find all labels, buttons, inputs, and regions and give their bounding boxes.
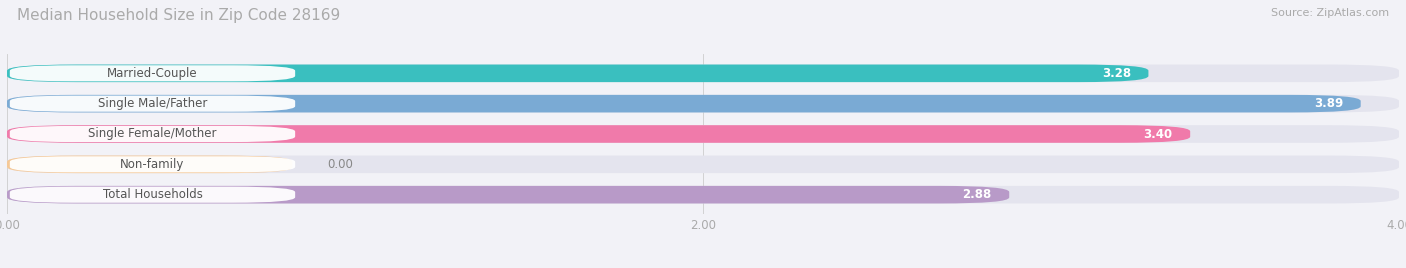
FancyBboxPatch shape [7,125,1191,143]
FancyBboxPatch shape [7,155,292,173]
FancyBboxPatch shape [10,187,295,203]
Text: 0.00: 0.00 [328,158,353,171]
FancyBboxPatch shape [7,65,1149,82]
Text: Single Female/Mother: Single Female/Mother [89,128,217,140]
FancyBboxPatch shape [7,186,1010,203]
FancyBboxPatch shape [7,155,1399,173]
FancyBboxPatch shape [10,65,295,81]
FancyBboxPatch shape [7,95,1399,113]
Text: Single Male/Father: Single Male/Father [98,97,207,110]
Text: Median Household Size in Zip Code 28169: Median Household Size in Zip Code 28169 [17,8,340,23]
Text: 3.89: 3.89 [1315,97,1343,110]
FancyBboxPatch shape [10,96,295,112]
FancyBboxPatch shape [7,65,1399,82]
FancyBboxPatch shape [7,95,1361,113]
Text: Total Households: Total Households [103,188,202,201]
Text: Source: ZipAtlas.com: Source: ZipAtlas.com [1271,8,1389,18]
Text: 3.28: 3.28 [1102,67,1130,80]
FancyBboxPatch shape [10,156,295,172]
Text: 2.88: 2.88 [963,188,991,201]
FancyBboxPatch shape [10,126,295,142]
FancyBboxPatch shape [7,186,1399,203]
FancyBboxPatch shape [7,125,1399,143]
Text: 3.40: 3.40 [1143,128,1173,140]
Text: Married-Couple: Married-Couple [107,67,198,80]
Text: Non-family: Non-family [121,158,184,171]
